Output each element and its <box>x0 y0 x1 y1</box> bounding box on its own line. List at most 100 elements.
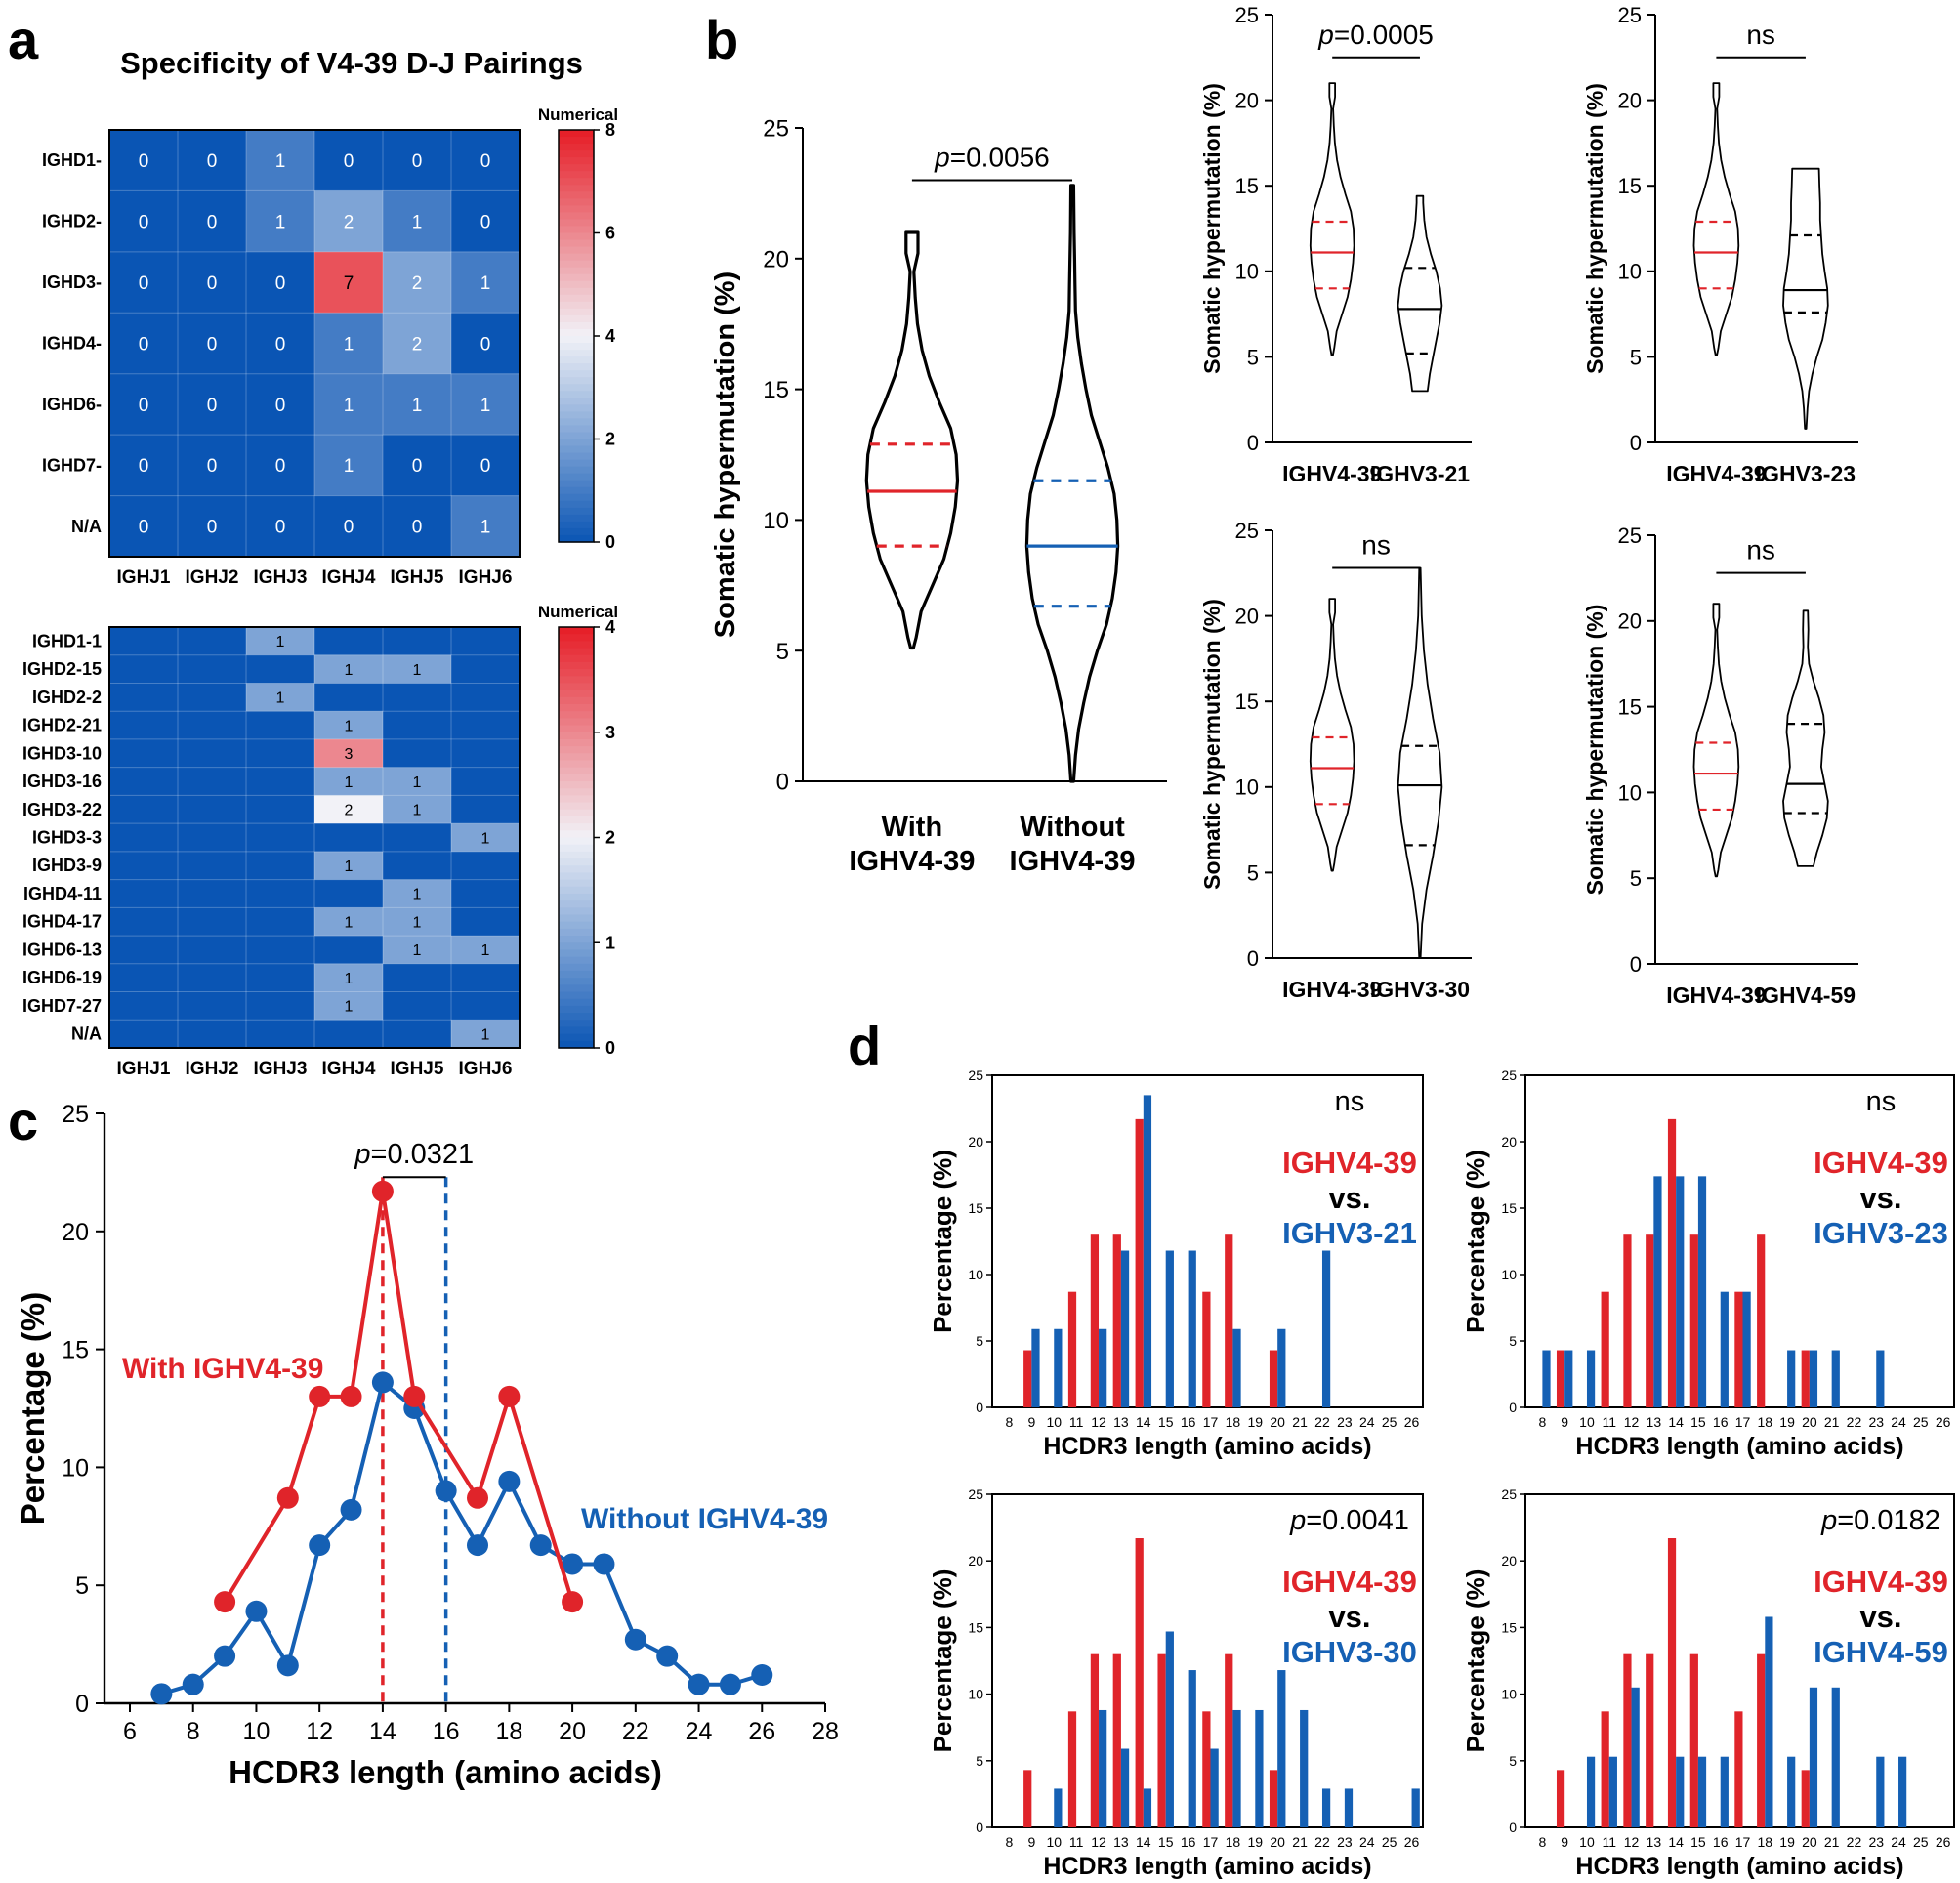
heatmap-cell <box>109 711 179 740</box>
heatmap-cell <box>109 879 179 908</box>
legend-vs: vs. <box>1859 1181 1901 1215</box>
heatmap-cell <box>246 313 315 375</box>
heatmap-cell <box>178 683 247 712</box>
x-tick-label: 14 <box>1136 1414 1151 1430</box>
heatmap-cell <box>383 851 452 881</box>
x-tick-label: 10 <box>1579 1834 1595 1850</box>
heatmap-row-label: IGHD2-21 <box>22 716 102 735</box>
heatmap-cell-value: 1 <box>345 971 354 987</box>
heatmap-cell-value: 0 <box>480 151 491 172</box>
y-tick-label: 5 <box>1630 345 1642 369</box>
colorbar-segment <box>559 321 594 330</box>
y-tick-label: 5 <box>1247 860 1259 885</box>
heatmap-cell <box>178 1020 247 1049</box>
colorbar-segment <box>559 350 594 357</box>
bar-comparison <box>1411 1788 1420 1827</box>
heatmap-cell <box>383 795 452 824</box>
x-tick-label: 14 <box>1668 1834 1684 1850</box>
bar-comparison <box>1054 1328 1063 1407</box>
heatmap-cell <box>451 190 521 253</box>
bar-chart-d-59: 0 5 10 15 20 25 8 9 10 11 12 13 14 15 16 17 18 19 20 21 22 23… <box>1461 1486 1955 1880</box>
heatmap-row-label: IGHD2-15 <box>22 659 102 679</box>
colorbar-segment <box>559 328 594 337</box>
heatmap-row-label: IGHD2- <box>42 212 102 231</box>
bar-comparison <box>1742 1291 1751 1407</box>
heatmap-cell <box>109 936 179 965</box>
colorbar-segment <box>559 232 594 241</box>
heatmap-cell-value: 0 <box>275 334 286 355</box>
heatmap-a1: 0 0 1 0 0 0 0 0 1 2 1 0 0 0 0 7 2 1 0 0 0 1 2 0 0 0 0 1 1 1 0 0 0 1 0 0 0 0 0 0… <box>42 46 618 588</box>
y-tick-label: 5 <box>1509 1333 1517 1349</box>
x-tick-label: 20 <box>1270 1414 1285 1430</box>
y-tick-label: 25 <box>1235 3 1259 27</box>
heatmap-cell-value: 1 <box>481 830 490 847</box>
heatmap-row-label: IGHD3-9 <box>32 856 102 875</box>
heatmap-cell <box>109 851 179 881</box>
y-tick-label: 5 <box>776 639 789 665</box>
heatmap-cell <box>314 936 384 965</box>
x-tick-label: 19 <box>1779 1414 1795 1430</box>
y-tick-label: 15 <box>1501 1619 1517 1635</box>
heatmap-cell <box>383 907 452 937</box>
colorbar-tick-label: 2 <box>605 430 615 449</box>
heatmap-cell-value: 1 <box>413 774 422 791</box>
x-tick-label: 21 <box>1292 1834 1308 1850</box>
y-tick-label: 5 <box>75 1572 89 1600</box>
data-point-1 <box>529 1534 552 1557</box>
x-tick-label: 15 <box>1158 1414 1174 1430</box>
heatmap-cell <box>314 495 384 558</box>
bar-ighv4-39 <box>1601 1291 1609 1407</box>
colorbar-segment <box>559 343 594 351</box>
colorbar-segment <box>559 336 594 344</box>
x-tick-label: 11 <box>1069 1414 1084 1430</box>
bar-ighv4-39 <box>1023 1350 1032 1407</box>
heatmap-cell <box>383 879 452 908</box>
data-point-0 <box>214 1591 236 1613</box>
p-value-annotation: p=0.0056 <box>934 143 1050 173</box>
x-tick-label: 12 <box>1624 1834 1640 1850</box>
heatmap-cell <box>109 683 179 712</box>
x-tick-label: 14 <box>1136 1834 1151 1850</box>
legend-series-1: IGHV4-39 <box>1282 1565 1417 1599</box>
heatmap-cell-value: 0 <box>480 456 491 477</box>
heatmap-row-label: IGHD3- <box>42 272 102 292</box>
heatmap-cell <box>109 654 179 684</box>
violin-chart-b-23: 0 5 10 15 20 25 Somatic hypermutation (%) IGHV4… <box>1582 3 1858 486</box>
heatmap-cell <box>451 130 521 191</box>
colorbar-segment <box>559 150 594 158</box>
heatmap-cell <box>314 130 384 191</box>
colorbar-segment <box>559 942 594 951</box>
heatmap-cell-value: 0 <box>139 151 149 172</box>
x-tick-label: 20 <box>1270 1834 1285 1850</box>
x-tick-label: 9 <box>1561 1834 1568 1850</box>
violin-chart-b-59: 0 5 10 15 20 25 Somatic hypermutation (%) IGHV4… <box>1582 523 1858 1008</box>
violin-body <box>1692 82 1740 356</box>
heatmap-cell <box>314 767 384 796</box>
y-tick-label: 25 <box>62 1101 89 1128</box>
heatmap-cell <box>178 823 247 853</box>
x-tick-label: 15 <box>1690 1414 1706 1430</box>
heatmap-cell-value: 1 <box>480 518 491 538</box>
p-value-annotation: ns <box>1746 20 1775 50</box>
heatmap-cell <box>314 795 384 824</box>
colorbar-segment <box>559 212 594 221</box>
x-tick-label: 21 <box>1292 1414 1308 1430</box>
y-axis-title: Somatic hypermutation (%) <box>710 272 741 638</box>
heatmap-cell <box>178 795 247 824</box>
colorbar-segment <box>559 253 594 262</box>
y-tick-label: 5 <box>976 1333 983 1349</box>
colorbar-segment <box>559 760 594 769</box>
bar-ighv4-39 <box>1623 1653 1632 1827</box>
heatmap-cell <box>314 991 384 1021</box>
heatmap-cell <box>109 991 179 1021</box>
x-tick-label: 21 <box>1824 1414 1840 1430</box>
bar-comparison <box>1232 1709 1241 1827</box>
colorbar-segment <box>559 439 594 447</box>
colorbar-segment <box>559 669 594 677</box>
heatmap-cell-value: 7 <box>344 273 354 294</box>
bar-comparison <box>1300 1709 1309 1827</box>
x-group-label: Without <box>1020 812 1125 843</box>
heatmap-cell <box>451 907 521 937</box>
colorbar-segment <box>559 795 594 804</box>
